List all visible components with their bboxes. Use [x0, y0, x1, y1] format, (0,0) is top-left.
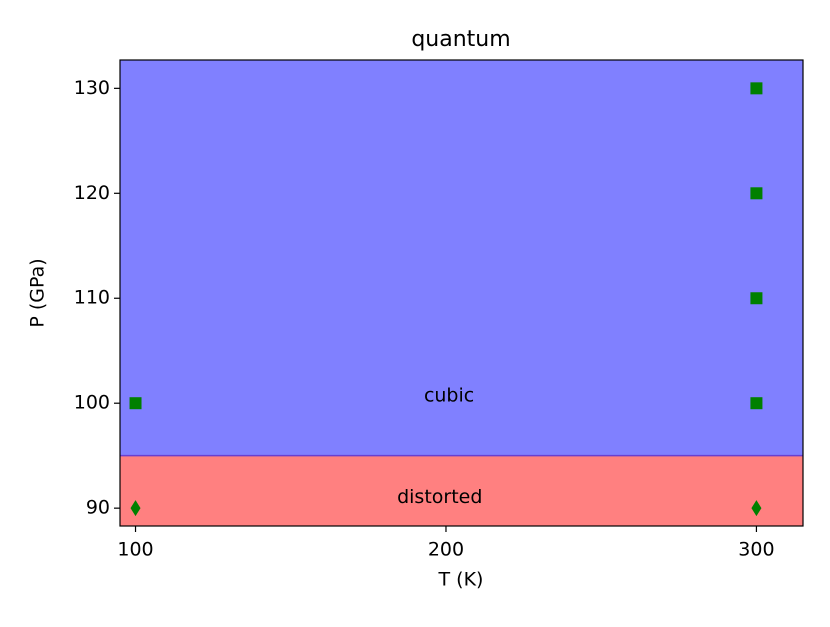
- y-tick-label: 90: [86, 497, 110, 519]
- y-tick-label: 110: [74, 287, 110, 309]
- x-axis-label: T (K): [438, 569, 484, 591]
- region-label: cubic: [424, 384, 474, 406]
- chart-title: quantum: [411, 27, 510, 52]
- point: [750, 82, 763, 95]
- point: [751, 500, 762, 517]
- region: [120, 455, 803, 526]
- y-tick-label: 120: [74, 182, 110, 204]
- point: [130, 500, 141, 517]
- x-tick-label: 300: [738, 539, 774, 561]
- x-tick-label: 100: [117, 539, 153, 561]
- point: [750, 292, 763, 305]
- y-tick-label: 100: [74, 392, 110, 414]
- y-tick-label: 130: [74, 77, 110, 99]
- point: [750, 397, 763, 410]
- point: [750, 187, 763, 200]
- y-axis-label: P (GPa): [27, 258, 49, 327]
- plot-frame: [119, 59, 804, 527]
- x-tick-label: 200: [428, 539, 464, 561]
- region-label: distorted: [397, 486, 482, 508]
- region: [120, 60, 803, 456]
- point: [129, 397, 142, 410]
